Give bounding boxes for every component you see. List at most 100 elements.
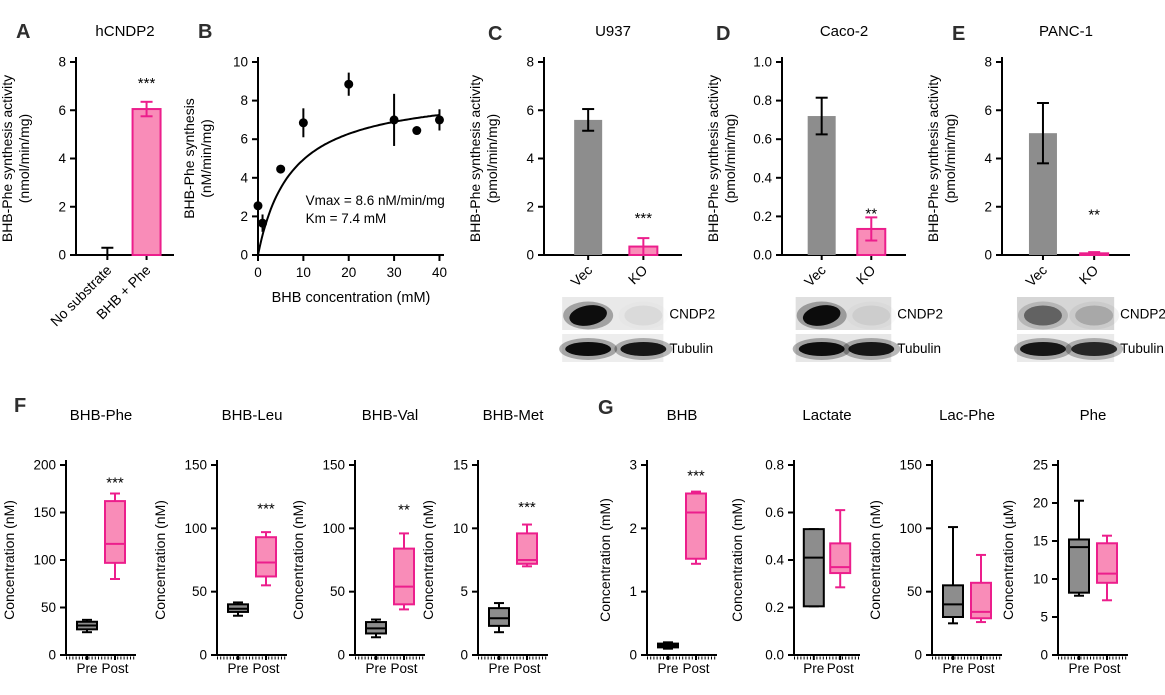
svg-text:BHB concentration (mM): BHB concentration (mM) (272, 290, 431, 306)
svg-text:2: 2 (526, 199, 534, 214)
svg-text:Pre: Pre (76, 661, 97, 676)
svg-text:Concentration (nM): Concentration (nM) (290, 500, 306, 620)
svg-text:0: 0 (58, 248, 66, 263)
svg-text:50: 50 (907, 584, 922, 599)
svg-text:BHB-Phe synthesis activity: BHB-Phe synthesis activity (467, 75, 483, 242)
svg-text:8: 8 (526, 55, 534, 70)
svg-text:**: ** (398, 502, 410, 519)
svg-text:Lactate: Lactate (802, 407, 851, 424)
svg-text:PANC-1: PANC-1 (1039, 23, 1093, 40)
svg-text:***: *** (106, 474, 124, 491)
svg-text:6: 6 (526, 103, 534, 118)
svg-text:2: 2 (629, 521, 637, 536)
svg-text:Phe: Phe (1080, 407, 1107, 424)
svg-text:6: 6 (58, 103, 66, 118)
svg-text:0.0: 0.0 (753, 248, 772, 263)
box-plot-phe: 0 5 10 15 20 25 Concentration (µM) Phe Pre Post (1000, 407, 1128, 676)
svg-text:KO: KO (1076, 262, 1102, 288)
svg-text:100: 100 (33, 553, 56, 568)
box-plot-lac-phe: 0 50 100 150 Concentration (nM) Lac-Phe Pre Pos… (867, 407, 1002, 676)
svg-text:0: 0 (460, 648, 468, 663)
svg-text:***: *** (687, 467, 705, 484)
svg-text:Post: Post (390, 661, 417, 676)
svg-text:Tubulin: Tubulin (669, 341, 713, 356)
svg-text:50: 50 (192, 584, 207, 599)
svg-text:2: 2 (240, 209, 248, 224)
svg-text:5: 5 (460, 584, 468, 599)
svg-text:25: 25 (1033, 458, 1048, 473)
svg-text:0.0: 0.0 (765, 648, 784, 663)
svg-text:Pre: Pre (803, 661, 824, 676)
svg-text:CNDP2: CNDP2 (669, 307, 715, 322)
svg-text:Concentration (nM): Concentration (nM) (1, 500, 17, 620)
svg-text:(pmol/min/mg): (pmol/min/mg) (722, 114, 738, 203)
svg-text:Concentration (mM): Concentration (mM) (597, 498, 613, 622)
bar-chart-u937: 0 2 4 6 8 BHB-Phe synthesis activity (pmol/min… (467, 23, 682, 290)
svg-text:BHB-Phe synthesis activity: BHB-Phe synthesis activity (925, 75, 941, 242)
svg-text:***: *** (518, 499, 536, 516)
svg-text:BHB-Phe synthesis activity: BHB-Phe synthesis activity (705, 75, 721, 242)
svg-text:0.4: 0.4 (765, 553, 784, 568)
box-plot-bhb-leu: 0 50 100 150 Concentration (nM) BHB-Leu Pre Pos… (152, 407, 287, 676)
svg-text:3: 3 (629, 458, 637, 473)
svg-text:Tubulin: Tubulin (897, 341, 941, 356)
svg-text:Post: Post (967, 661, 994, 676)
svg-text:0: 0 (337, 648, 345, 663)
svg-text:KO: KO (853, 262, 879, 288)
box-plot-bhb-val: 0 50 100 150 Concentration (nM) BHB-Val Pre Pos… (290, 407, 425, 676)
svg-text:CNDP2: CNDP2 (897, 307, 943, 322)
panel-label-d: D (716, 23, 731, 45)
svg-text:Post: Post (827, 661, 854, 676)
svg-text:6: 6 (984, 103, 992, 118)
western-blot-u937: CNDP2 Tubulin (559, 297, 715, 362)
svg-text:5: 5 (1040, 610, 1048, 625)
svg-text:1: 1 (629, 584, 637, 599)
panel-label-b: B (198, 21, 213, 43)
svg-text:10: 10 (1033, 572, 1048, 587)
western-blot-panc1: CNDP2 Tubulin (1013, 297, 1165, 362)
svg-text:Concentration (nM): Concentration (nM) (420, 500, 436, 620)
svg-text:20: 20 (1033, 496, 1048, 511)
panel-label-a: A (16, 21, 31, 43)
svg-text:0.8: 0.8 (765, 458, 784, 473)
svg-text:0: 0 (240, 248, 248, 263)
svg-text:150: 150 (33, 505, 56, 520)
svg-text:10: 10 (233, 55, 248, 70)
svg-text:Vec: Vec (567, 262, 595, 290)
svg-text:(nmol/min/mg): (nmol/min/mg) (16, 114, 32, 203)
svg-text:15: 15 (453, 458, 468, 473)
svg-text:200: 200 (33, 458, 56, 473)
svg-text:150: 150 (899, 458, 922, 473)
bar-chart-caco2: 0.0 0.2 0.4 0.6 0.8 1.0 BHB-Phe synthesis acti… (705, 23, 906, 290)
svg-text:0: 0 (48, 648, 56, 663)
svg-text:Concentration (mM): Concentration (mM) (729, 498, 745, 622)
svg-text:Pre: Pre (657, 661, 678, 676)
svg-text:100: 100 (322, 521, 345, 536)
svg-text:Vmax = 8.6 nM/min/mg: Vmax = 8.6 nM/min/mg (306, 193, 445, 208)
svg-text:0: 0 (984, 248, 992, 263)
svg-text:0: 0 (1040, 648, 1048, 663)
svg-text:Concentration (nM): Concentration (nM) (152, 500, 168, 620)
svg-text:Vec: Vec (801, 262, 829, 290)
panel-label-g: G (598, 397, 614, 419)
bar-chart-panc1: 0 2 4 6 8 BHB-Phe synthesis activity (pmol/min… (925, 23, 1130, 290)
svg-text:4: 4 (984, 151, 992, 166)
svg-text:0.2: 0.2 (765, 600, 784, 615)
svg-text:4: 4 (240, 170, 248, 185)
svg-text:Vec: Vec (1022, 262, 1050, 290)
svg-text:0.6: 0.6 (753, 132, 772, 147)
svg-text:1.0: 1.0 (753, 55, 772, 70)
svg-text:Post: Post (1093, 661, 1120, 676)
svg-text:2: 2 (984, 199, 992, 214)
svg-text:0: 0 (254, 265, 262, 280)
svg-text:KO: KO (625, 262, 651, 288)
svg-text:(pmol/min/mg): (pmol/min/mg) (942, 114, 958, 203)
panel-label-e: E (952, 23, 966, 45)
svg-text:0: 0 (526, 248, 534, 263)
svg-text:BHB-Val: BHB-Val (362, 407, 418, 424)
svg-text:100: 100 (899, 521, 922, 536)
svg-text:***: *** (257, 500, 275, 517)
svg-text:Pre: Pre (1068, 661, 1089, 676)
svg-text:***: *** (138, 75, 156, 92)
